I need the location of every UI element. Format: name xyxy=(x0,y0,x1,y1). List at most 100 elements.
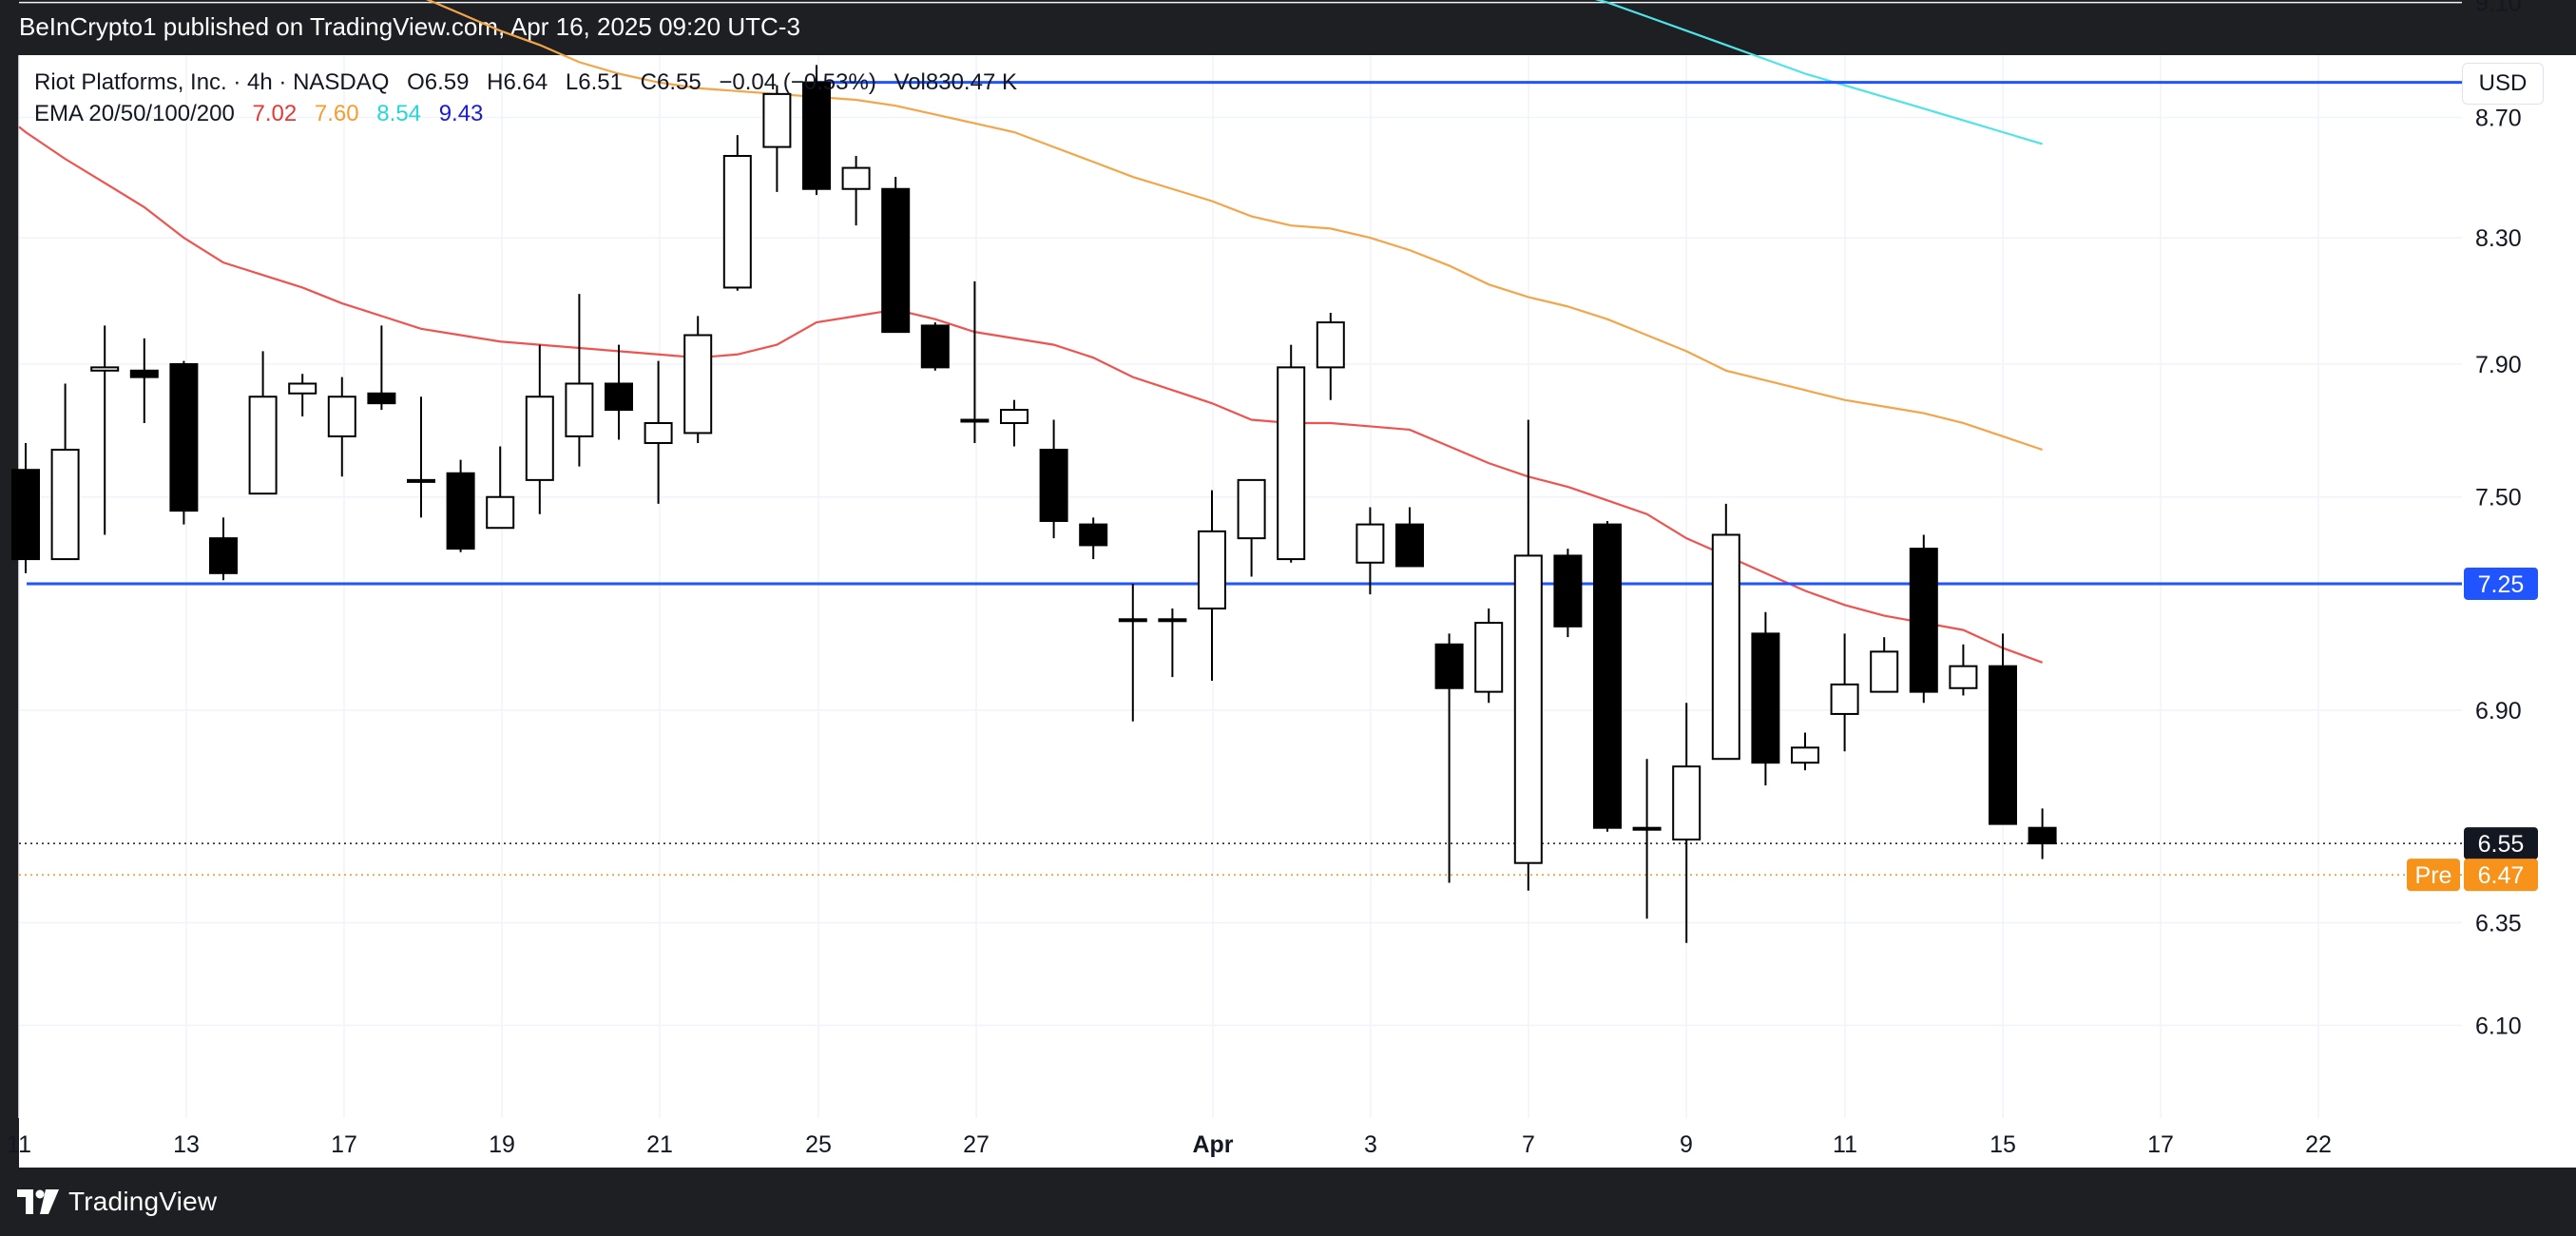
candle-body[interactable] xyxy=(605,382,633,412)
candle-body[interactable] xyxy=(2028,826,2057,845)
y-tick-label: 6.90 xyxy=(2475,698,2522,724)
candle-body[interactable] xyxy=(11,469,40,561)
ema20-line xyxy=(18,126,2043,664)
candle-body[interactable] xyxy=(525,396,554,481)
candle-body[interactable] xyxy=(644,421,673,444)
x-tick-label: 17 xyxy=(2147,1131,2174,1158)
candle-body[interactable] xyxy=(1593,523,1622,829)
close-value: 6.55 xyxy=(657,69,702,95)
candle-body[interactable] xyxy=(1000,409,1028,424)
candle-body[interactable] xyxy=(1474,622,1504,693)
candle-body[interactable] xyxy=(1277,366,1306,561)
candle-body[interactable] xyxy=(1791,746,1819,764)
ema50-line xyxy=(426,0,2043,452)
candle-body[interactable] xyxy=(881,187,911,334)
footer-bar: TradingView xyxy=(0,1168,2576,1236)
volume-value: 830.47 K xyxy=(925,69,1017,95)
close-label: C xyxy=(640,69,657,95)
ema-row: EMA 20/50/100/200 7.02 7.60 8.54 9.43 xyxy=(34,98,1017,129)
candle-body[interactable] xyxy=(90,366,120,372)
candle-body[interactable] xyxy=(1355,523,1385,564)
candle-body[interactable] xyxy=(1118,618,1147,623)
candle-body[interactable] xyxy=(446,472,475,550)
candle-body[interactable] xyxy=(1316,321,1345,369)
candle-body[interactable] xyxy=(248,396,278,495)
y-tick-label: 8.30 xyxy=(2475,225,2522,252)
x-tick-label: 11 xyxy=(7,1131,31,1158)
candle-body[interactable] xyxy=(367,392,396,405)
candle-body[interactable] xyxy=(1434,643,1464,689)
y-tick-label: 8.70 xyxy=(2475,105,2522,131)
high-value: 6.64 xyxy=(503,69,548,95)
chart-panel xyxy=(19,55,2576,1168)
ema-label[interactable]: EMA 20/50/100/200 xyxy=(34,101,235,126)
ema100-value: 8.54 xyxy=(376,101,422,126)
candle-body[interactable] xyxy=(683,334,713,435)
candle-body[interactable] xyxy=(1079,523,1108,547)
high-label: H xyxy=(487,69,504,95)
brand-text: TradingView xyxy=(68,1187,218,1216)
candle-body[interactable] xyxy=(486,495,515,530)
ema200-value: 9.43 xyxy=(438,101,484,126)
candle-body[interactable] xyxy=(1949,665,1978,689)
ohlc-row: Riot Platforms, Inc. · 4h · NASDAQ O6.59… xyxy=(34,67,1017,98)
candle-body[interactable] xyxy=(1672,765,1701,840)
candle-body[interactable] xyxy=(209,537,238,574)
candle-body[interactable] xyxy=(762,92,792,148)
tradingview-logo-icon xyxy=(17,1189,59,1214)
candle-body[interactable] xyxy=(1039,448,1068,522)
x-tick-label: 15 xyxy=(1990,1131,2016,1158)
y-tick-label: 7.90 xyxy=(2475,352,2522,378)
candle-body[interactable] xyxy=(1237,478,1266,540)
open-label: O xyxy=(407,69,425,95)
candle-body[interactable] xyxy=(920,324,950,369)
price-badge-label: 6.47 xyxy=(2478,862,2525,889)
x-tick-label: 9 xyxy=(1680,1131,1693,1158)
y-tick-label: 7.50 xyxy=(2475,485,2522,512)
ema100-line xyxy=(1594,0,2043,145)
x-tick-label: 19 xyxy=(489,1131,515,1158)
candle-body[interactable] xyxy=(1632,826,1662,831)
x-tick-label: 17 xyxy=(331,1131,357,1158)
candle-body[interactable] xyxy=(565,382,594,437)
change-value: −0.04 (−0.53%) xyxy=(719,69,876,95)
candle-body[interactable] xyxy=(802,81,831,190)
candle-body[interactable] xyxy=(50,448,80,561)
y-tick-label: 9.10 xyxy=(2475,0,2522,17)
candle-body[interactable] xyxy=(1989,665,2017,825)
candle-body[interactable] xyxy=(1909,548,1938,693)
publish-header: BeInCrypto1 published on TradingView.com… xyxy=(0,0,2576,55)
x-tick-label: 25 xyxy=(805,1131,832,1158)
price-badge xyxy=(2464,827,2538,860)
candle-body[interactable] xyxy=(1711,533,1740,761)
candle-body[interactable] xyxy=(1513,554,1543,864)
candle-body[interactable] xyxy=(722,154,752,289)
candle-body[interactable] xyxy=(129,369,159,378)
candle-body[interactable] xyxy=(169,362,199,512)
candle-body[interactable] xyxy=(1870,650,1899,693)
currency-button[interactable]: USD xyxy=(2462,63,2544,105)
chart-legend: Riot Platforms, Inc. · 4h · NASDAQ O6.59… xyxy=(34,67,1017,129)
pre-tag xyxy=(2407,859,2460,892)
tradingview-brand[interactable]: TradingView xyxy=(17,1187,217,1217)
open-value: 6.59 xyxy=(424,69,470,95)
x-tick-label: Apr xyxy=(1192,1131,1233,1158)
low-label: L xyxy=(565,69,579,95)
candle-body[interactable] xyxy=(1158,618,1187,623)
candle-body[interactable] xyxy=(1395,523,1424,568)
candle-body[interactable] xyxy=(1553,554,1583,628)
candle-body[interactable] xyxy=(407,478,435,483)
candle-body[interactable] xyxy=(1751,632,1780,764)
x-tick-label: 3 xyxy=(1364,1131,1377,1158)
candle-body[interactable] xyxy=(288,382,317,395)
x-tick-label: 22 xyxy=(2305,1131,2332,1158)
candle-body[interactable] xyxy=(841,166,871,190)
candle-body[interactable] xyxy=(960,418,990,423)
candle-body[interactable] xyxy=(327,396,356,437)
candle-body[interactable] xyxy=(1198,530,1226,610)
symbol-name[interactable]: Riot Platforms, Inc. · 4h · NASDAQ xyxy=(34,69,390,95)
x-tick-label: 7 xyxy=(1522,1131,1535,1158)
ema50-value: 7.60 xyxy=(314,101,359,126)
candle-body[interactable] xyxy=(1830,683,1859,715)
